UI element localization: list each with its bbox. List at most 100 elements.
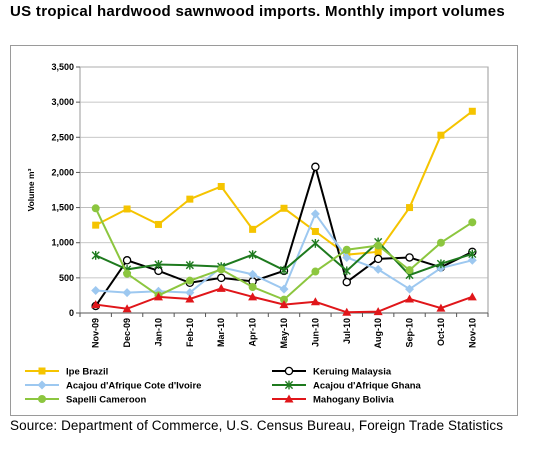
data-point bbox=[123, 205, 131, 213]
data-point bbox=[279, 265, 289, 275]
data-point bbox=[248, 292, 258, 301]
data-point bbox=[311, 267, 320, 276]
data-point bbox=[280, 204, 288, 212]
data-point bbox=[248, 269, 258, 279]
data-point bbox=[436, 238, 445, 247]
data-point bbox=[122, 288, 132, 298]
legend-item-ipe-brazil: Ipe Brazil bbox=[25, 367, 108, 378]
x-tick-label: Jul-10 bbox=[342, 318, 352, 344]
data-point bbox=[436, 303, 446, 312]
data-point bbox=[185, 276, 194, 285]
data-point bbox=[248, 282, 257, 291]
data-point bbox=[154, 220, 162, 228]
data-point bbox=[468, 249, 477, 259]
y-tick-label: 3,000 bbox=[51, 97, 74, 107]
legend-marker bbox=[38, 367, 46, 375]
data-point bbox=[310, 209, 320, 219]
legend-marker bbox=[284, 366, 294, 376]
data-point bbox=[92, 221, 100, 229]
legend-label: Keruing Malaysia bbox=[313, 367, 392, 378]
data-point bbox=[468, 107, 476, 115]
x-tick-label: Mar-10 bbox=[216, 318, 226, 347]
y-tick-label: 0 bbox=[69, 308, 74, 318]
data-point bbox=[467, 255, 477, 265]
data-point bbox=[154, 260, 163, 269]
data-point bbox=[311, 239, 320, 248]
data-point bbox=[373, 307, 383, 316]
x-tick-label: Apr-10 bbox=[248, 318, 258, 347]
data-point bbox=[122, 304, 132, 313]
x-tick-label: Jan-10 bbox=[153, 318, 163, 347]
data-point bbox=[185, 288, 195, 298]
data-point bbox=[342, 277, 352, 287]
data-point bbox=[342, 266, 351, 276]
data-point bbox=[467, 292, 477, 301]
legend-item-acajou-d-afrique-cote-d-ivoire: Acajou d'Afrique Cote d'Ivoire bbox=[25, 380, 201, 392]
x-tick-label: Nov-09 bbox=[91, 318, 101, 348]
chart-frame bbox=[10, 45, 518, 416]
data-point bbox=[122, 256, 132, 265]
data-point bbox=[436, 259, 446, 269]
legend: Ipe Brazil Keruing Malaysia Acajou d'Afriq… bbox=[25, 367, 422, 406]
data-point bbox=[217, 265, 226, 274]
x-tick-label: May-10 bbox=[279, 318, 289, 349]
data-point bbox=[373, 264, 383, 274]
data-point bbox=[342, 252, 352, 262]
source-note: Source: Department of Commerce, U.S. Cen… bbox=[10, 418, 504, 433]
data-point bbox=[185, 260, 194, 270]
data-point bbox=[153, 292, 163, 301]
x-tick-label: Feb-10 bbox=[185, 318, 195, 347]
legend-marker bbox=[284, 394, 294, 403]
x-tick-label: Sep-10 bbox=[405, 318, 415, 348]
data-point bbox=[437, 131, 445, 139]
legend-marker bbox=[38, 395, 46, 403]
series-mahogany-bolivia bbox=[91, 283, 477, 316]
x-tick-label: Dec-09 bbox=[122, 318, 132, 348]
data-point bbox=[406, 204, 414, 212]
legend-label: Acajou d'Afrique Cote d'Ivoire bbox=[66, 381, 201, 392]
data-point bbox=[217, 182, 225, 190]
y-tick-label: 2,500 bbox=[51, 132, 74, 142]
data-point bbox=[279, 284, 289, 294]
data-point bbox=[216, 283, 226, 292]
data-point bbox=[123, 269, 132, 278]
data-point bbox=[91, 300, 101, 309]
y-tick-label: 1,500 bbox=[51, 203, 74, 213]
legend-item-mahogany-bolivia: Mahogany Bolivia bbox=[272, 394, 394, 406]
data-point bbox=[468, 218, 477, 227]
legend-item-acajou-d-afrique-ghana: Acajou d'Afrique Ghana bbox=[272, 381, 422, 392]
legend-label: Ipe Brazil bbox=[66, 367, 108, 378]
data-point bbox=[249, 225, 257, 233]
data-point bbox=[279, 300, 289, 309]
legend-item-sapelli-cameroon: Sapelli Cameroon bbox=[25, 395, 146, 406]
chart-title: US tropical hardwood sawnwood imports. M… bbox=[10, 3, 505, 20]
data-point bbox=[373, 254, 383, 264]
data-point bbox=[280, 295, 288, 304]
data-point bbox=[311, 162, 320, 172]
data-point bbox=[374, 248, 382, 256]
legend-label: Sapelli Cameroon bbox=[66, 395, 146, 406]
y-tick-label: 1,000 bbox=[51, 238, 74, 248]
legend-label: Acajou d'Afrique Ghana bbox=[313, 381, 422, 392]
data-point bbox=[342, 307, 352, 316]
data-point bbox=[405, 266, 414, 275]
legend-marker bbox=[284, 380, 294, 390]
plot-area bbox=[79, 66, 489, 314]
data-point bbox=[91, 250, 100, 260]
data-point bbox=[405, 294, 415, 303]
data-point bbox=[216, 273, 226, 283]
legend-label: Mahogany Bolivia bbox=[313, 395, 394, 406]
data-point bbox=[374, 241, 383, 250]
series-acajou-d-afrique-ghana bbox=[91, 237, 477, 280]
data-point bbox=[91, 286, 101, 296]
x-tick-label: Aug-10 bbox=[373, 318, 383, 349]
y-axis-label: Volume m³ bbox=[26, 168, 36, 211]
data-point bbox=[185, 294, 195, 303]
legend-marker bbox=[37, 380, 47, 390]
data-point bbox=[405, 253, 414, 262]
data-point bbox=[186, 195, 194, 203]
data-point bbox=[310, 297, 320, 306]
y-tick-label: 3,500 bbox=[51, 62, 74, 72]
data-point bbox=[405, 284, 415, 294]
